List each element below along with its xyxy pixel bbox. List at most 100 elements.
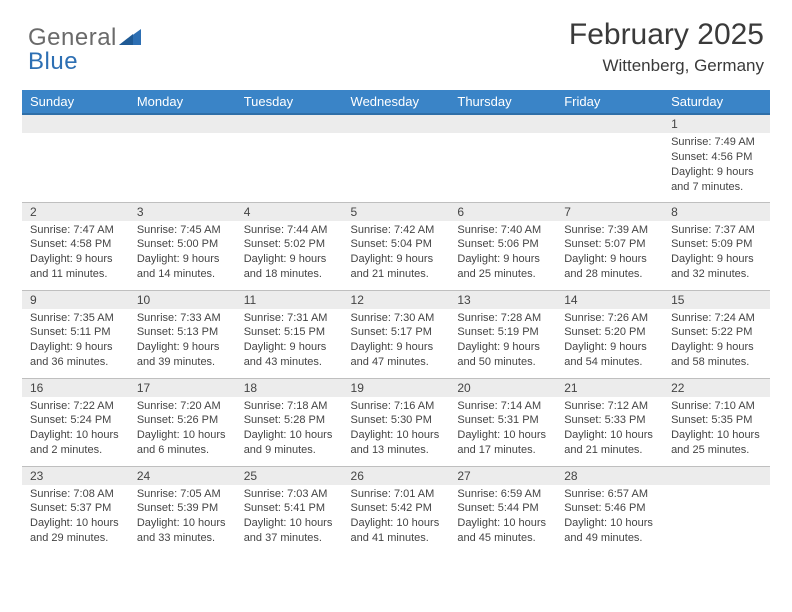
day-body: Sunrise: 7:05 AMSunset: 5:39 PMDaylight:… [129,485,236,550]
calendar-day-cell [22,114,129,202]
sunrise-line: Sunrise: 7:28 AM [457,311,548,326]
sunrise-line: Sunrise: 7:22 AM [30,399,121,414]
daylight-line-2: and 50 minutes. [457,355,548,370]
calendar-day-cell: 25Sunrise: 7:03 AMSunset: 5:41 PMDayligh… [236,466,343,554]
sunrise-line: Sunrise: 7:01 AM [351,487,442,502]
day-body: Sunrise: 7:49 AMSunset: 4:56 PMDaylight:… [663,133,770,198]
calendar-day-cell: 28Sunrise: 6:57 AMSunset: 5:46 PMDayligh… [556,466,663,554]
day-number: 12 [343,291,450,309]
calendar-table: Sunday Monday Tuesday Wednesday Thursday… [22,90,770,554]
sunrise-line: Sunrise: 7:24 AM [671,311,762,326]
sunrise-line: Sunrise: 7:40 AM [457,223,548,238]
daylight-line-2: and 33 minutes. [137,531,228,546]
calendar-week-row: 23Sunrise: 7:08 AMSunset: 5:37 PMDayligh… [22,466,770,554]
daylight-line-1: Daylight: 10 hours [351,428,442,443]
calendar-day-cell: 4Sunrise: 7:44 AMSunset: 5:02 PMDaylight… [236,202,343,290]
day-body: Sunrise: 7:18 AMSunset: 5:28 PMDaylight:… [236,397,343,462]
day-number: 24 [129,467,236,485]
day-number: 22 [663,379,770,397]
sunset-line: Sunset: 5:04 PM [351,237,442,252]
day-number: 13 [449,291,556,309]
daylight-line-1: Daylight: 10 hours [351,516,442,531]
daylight-line-1: Daylight: 10 hours [30,516,121,531]
day-number: 11 [236,291,343,309]
calendar-day-cell: 1Sunrise: 7:49 AMSunset: 4:56 PMDaylight… [663,114,770,202]
sunrise-line: Sunrise: 7:37 AM [671,223,762,238]
daylight-line-1: Daylight: 9 hours [457,340,548,355]
day-body: Sunrise: 7:10 AMSunset: 5:35 PMDaylight:… [663,397,770,462]
daylight-line-1: Daylight: 10 hours [564,516,655,531]
day-body: Sunrise: 7:08 AMSunset: 5:37 PMDaylight:… [22,485,129,550]
sunset-line: Sunset: 5:24 PM [30,413,121,428]
calendar-day-cell: 7Sunrise: 7:39 AMSunset: 5:07 PMDaylight… [556,202,663,290]
sunset-line: Sunset: 5:35 PM [671,413,762,428]
day-number: 28 [556,467,663,485]
weekday-header: Friday [556,90,663,114]
sunrise-line: Sunrise: 7:18 AM [244,399,335,414]
day-number: 15 [663,291,770,309]
sunrise-line: Sunrise: 7:39 AM [564,223,655,238]
calendar-day-cell: 22Sunrise: 7:10 AMSunset: 5:35 PMDayligh… [663,378,770,466]
calendar-day-cell: 12Sunrise: 7:30 AMSunset: 5:17 PMDayligh… [343,290,450,378]
daylight-line-2: and 13 minutes. [351,443,442,458]
daylight-line-1: Daylight: 9 hours [564,252,655,267]
day-number [449,115,556,133]
daylight-line-1: Daylight: 9 hours [457,252,548,267]
daylight-line-2: and 45 minutes. [457,531,548,546]
daylight-line-2: and 54 minutes. [564,355,655,370]
day-number: 19 [343,379,450,397]
calendar-day-cell: 27Sunrise: 6:59 AMSunset: 5:44 PMDayligh… [449,466,556,554]
sunrise-line: Sunrise: 7:44 AM [244,223,335,238]
sunset-line: Sunset: 5:00 PM [137,237,228,252]
sunrise-line: Sunrise: 6:59 AM [457,487,548,502]
daylight-line-2: and 28 minutes. [564,267,655,282]
day-body [129,133,236,139]
weekday-header-row: Sunday Monday Tuesday Wednesday Thursday… [22,90,770,114]
daylight-line-1: Daylight: 10 hours [244,516,335,531]
sunset-line: Sunset: 5:39 PM [137,501,228,516]
daylight-line-1: Daylight: 10 hours [137,428,228,443]
calendar-day-cell [236,114,343,202]
daylight-line-2: and 14 minutes. [137,267,228,282]
daylight-line-1: Daylight: 10 hours [30,428,121,443]
day-body: Sunrise: 7:20 AMSunset: 5:26 PMDaylight:… [129,397,236,462]
sunset-line: Sunset: 4:56 PM [671,150,762,165]
calendar-week-row: 16Sunrise: 7:22 AMSunset: 5:24 PMDayligh… [22,378,770,466]
sunset-line: Sunset: 5:26 PM [137,413,228,428]
daylight-line-2: and 25 minutes. [457,267,548,282]
brand-text-part2: Blue [28,48,78,75]
day-body [449,133,556,139]
daylight-line-2: and 29 minutes. [30,531,121,546]
daylight-line-2: and 6 minutes. [137,443,228,458]
calendar-day-cell: 23Sunrise: 7:08 AMSunset: 5:37 PMDayligh… [22,466,129,554]
day-number: 26 [343,467,450,485]
daylight-line-2: and 9 minutes. [244,443,335,458]
calendar-day-cell: 3Sunrise: 7:45 AMSunset: 5:00 PMDaylight… [129,202,236,290]
daylight-line-1: Daylight: 9 hours [351,340,442,355]
day-body: Sunrise: 7:31 AMSunset: 5:15 PMDaylight:… [236,309,343,374]
sunrise-line: Sunrise: 7:26 AM [564,311,655,326]
day-number: 17 [129,379,236,397]
day-number: 21 [556,379,663,397]
daylight-line-2: and 32 minutes. [671,267,762,282]
calendar-day-cell [343,114,450,202]
day-body: Sunrise: 7:35 AMSunset: 5:11 PMDaylight:… [22,309,129,374]
daylight-line-1: Daylight: 9 hours [137,252,228,267]
day-body: Sunrise: 7:12 AMSunset: 5:33 PMDaylight:… [556,397,663,462]
sunset-line: Sunset: 5:31 PM [457,413,548,428]
day-number [129,115,236,133]
day-body: Sunrise: 7:37 AMSunset: 5:09 PMDaylight:… [663,221,770,286]
calendar-day-cell: 15Sunrise: 7:24 AMSunset: 5:22 PMDayligh… [663,290,770,378]
day-body: Sunrise: 7:39 AMSunset: 5:07 PMDaylight:… [556,221,663,286]
weekday-header: Thursday [449,90,556,114]
day-number: 27 [449,467,556,485]
day-body: Sunrise: 7:03 AMSunset: 5:41 PMDaylight:… [236,485,343,550]
calendar-day-cell: 26Sunrise: 7:01 AMSunset: 5:42 PMDayligh… [343,466,450,554]
day-number [236,115,343,133]
sunset-line: Sunset: 5:02 PM [244,237,335,252]
daylight-line-2: and 17 minutes. [457,443,548,458]
day-body: Sunrise: 7:44 AMSunset: 5:02 PMDaylight:… [236,221,343,286]
sunset-line: Sunset: 5:11 PM [30,325,121,340]
daylight-line-1: Daylight: 9 hours [244,252,335,267]
calendar-day-cell: 5Sunrise: 7:42 AMSunset: 5:04 PMDaylight… [343,202,450,290]
